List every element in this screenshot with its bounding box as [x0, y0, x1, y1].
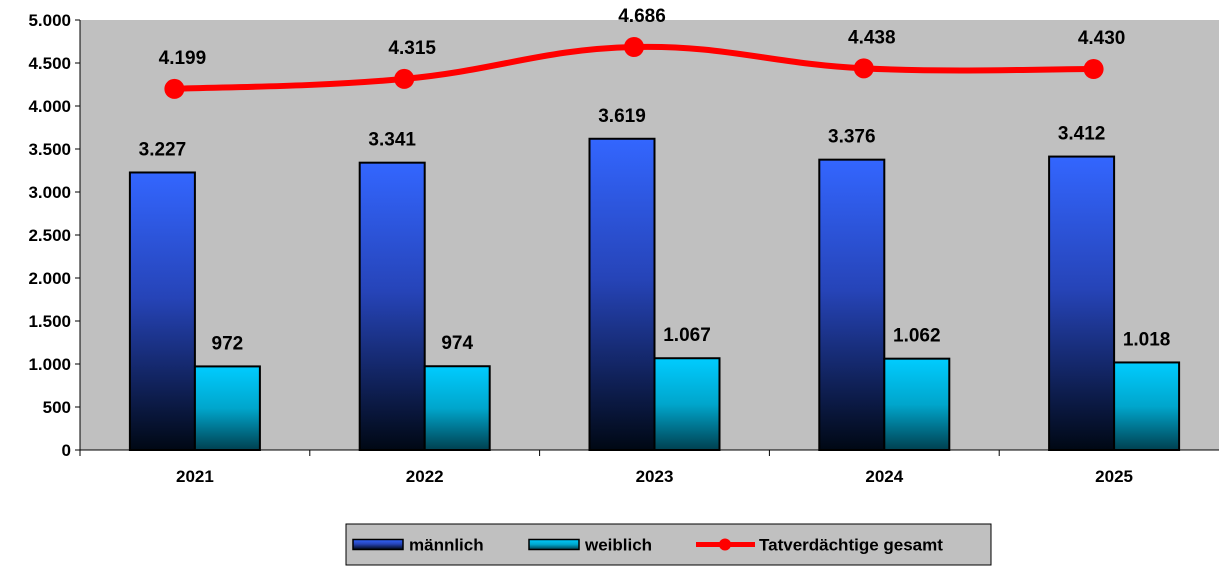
- line-point-tatverdaechtige-gesamt: [853, 58, 874, 79]
- line-point-tatverdaechtige-gesamt: [394, 68, 415, 89]
- line-point-tatverdaechtige-gesamt: [624, 37, 644, 58]
- bar-series: [128, 137, 1181, 452]
- data-label-tatverdaechtige-gesamt: 4.686: [618, 6, 666, 27]
- data-label-tatverdaechtige-gesamt: 4.199: [159, 48, 207, 69]
- bar-weiblich: [193, 365, 261, 451]
- y-axis: 0 500 1.000 1.500 2.000 2.500 3.000 3.500 4.000 4…: [28, 11, 81, 460]
- bar-maennlich: [588, 137, 656, 452]
- legend-label-tatverdaechtige-gesamt: Tatverdächtige gesamt: [759, 536, 943, 555]
- x-tick-label: 2023: [636, 467, 674, 486]
- data-label-maennlich: 3.412: [1058, 124, 1106, 145]
- legend-marker-tatverdaechtige-gesamt: [719, 538, 731, 551]
- bar-weiblich: [1113, 361, 1181, 451]
- data-label-maennlich: 3.227: [139, 139, 187, 160]
- legend-swatch-weiblich: [528, 538, 580, 551]
- y-tick-label: 3.500: [28, 140, 71, 159]
- bar-weiblich: [883, 357, 951, 451]
- data-label-maennlich: 3.376: [828, 127, 876, 148]
- x-axis: 2021 2022 2023 2024 2025: [79, 449, 1219, 486]
- line-point-tatverdaechtige-gesamt: [1083, 59, 1104, 80]
- legend-label-maennlich: männlich: [409, 536, 484, 555]
- y-tick-label: 2.000: [28, 269, 71, 288]
- y-tick-label: 2.500: [28, 226, 71, 245]
- bar-weiblich: [653, 357, 721, 452]
- y-tick-label: 1.500: [28, 312, 71, 331]
- x-tick-label: 2021: [176, 467, 214, 486]
- x-tick-label: 2022: [406, 467, 444, 486]
- data-label-maennlich: 3.341: [368, 130, 416, 151]
- data-label-weiblich: 1.062: [893, 326, 941, 347]
- legend-label-weiblich: weiblich: [584, 536, 652, 555]
- y-tick-label: 0: [62, 441, 71, 460]
- data-label-weiblich: 1.067: [663, 325, 711, 346]
- data-labels: 3.227 972 3.341 974 3.619 1.067 3.376 1.062 3.41…: [139, 6, 1171, 354]
- data-label-tatverdaechtige-gesamt: 4.430: [1078, 28, 1126, 49]
- bar-maennlich: [358, 161, 426, 451]
- y-tick-label: 4.500: [28, 54, 71, 73]
- data-label-weiblich: 1.018: [1123, 329, 1171, 350]
- line-series: [164, 37, 1104, 99]
- y-tick-label: 4.000: [28, 97, 71, 116]
- y-tick-label: 5.000: [28, 11, 71, 30]
- y-tick-label: 1.000: [28, 355, 71, 374]
- data-label-weiblich: 974: [441, 333, 473, 354]
- x-tick-label: 2024: [865, 467, 903, 486]
- bar-maennlich: [1048, 155, 1116, 451]
- legend-swatch-maennlich: [352, 538, 404, 551]
- legend-box: [345, 523, 992, 566]
- y-tick-label: 3.000: [28, 183, 71, 202]
- legend: männlich weiblich Tatverdächtige gesamt: [345, 523, 992, 566]
- bar-weiblich: [423, 365, 491, 451]
- line-point-tatverdaechtige-gesamt: [164, 78, 185, 99]
- x-tick-label: 2025: [1095, 467, 1133, 486]
- bar-maennlich: [128, 171, 196, 451]
- bar-maennlich: [818, 158, 886, 451]
- data-label-tatverdaechtige-gesamt: 4.315: [388, 38, 436, 59]
- data-label-weiblich: 972: [212, 333, 244, 354]
- y-tick-label: 500: [43, 398, 71, 417]
- data-label-maennlich: 3.619: [598, 106, 646, 127]
- data-label-tatverdaechtige-gesamt: 4.438: [848, 27, 896, 48]
